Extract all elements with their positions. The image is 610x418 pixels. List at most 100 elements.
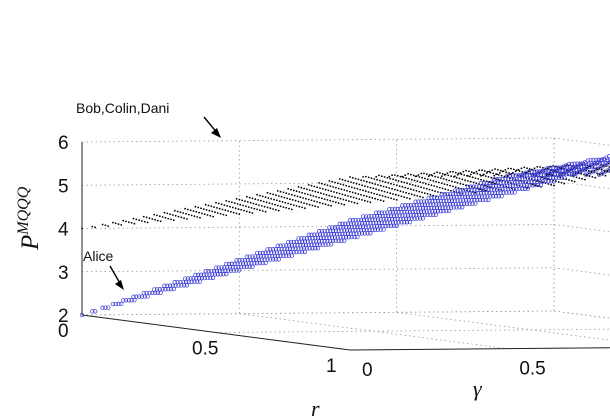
data-point-bob-colin-dani bbox=[361, 199, 363, 201]
data-point-alice bbox=[167, 283, 173, 288]
data-point-bob-colin-dani bbox=[517, 168, 520, 171]
data-point-bob-colin-dani bbox=[424, 182, 427, 185]
x-tick-label: 1 bbox=[326, 356, 337, 377]
data-point-bob-colin-dani bbox=[212, 215, 215, 218]
data-point-alice bbox=[382, 210, 387, 215]
data-point-bob-colin-dani bbox=[578, 177, 581, 180]
data-point-alice bbox=[492, 177, 497, 182]
data-point-bob-colin-dani bbox=[324, 188, 327, 191]
data-point-bob-colin-dani bbox=[376, 178, 378, 181]
data-point-bob-colin-dani bbox=[243, 209, 245, 212]
data-point-alice bbox=[219, 265, 224, 270]
data-point-alice bbox=[288, 239, 294, 245]
data-point-alice bbox=[250, 254, 255, 259]
data-point-bob-colin-dani bbox=[350, 186, 353, 189]
data-point-bob-colin-dani bbox=[294, 199, 297, 202]
data-point-bob-colin-dani bbox=[359, 188, 362, 191]
data-point-bob-colin-dani bbox=[584, 178, 586, 181]
data-point-bob-colin-dani bbox=[382, 185, 385, 188]
data-point-bob-colin-dani bbox=[472, 181, 475, 184]
data-point-bob-colin-dani bbox=[433, 172, 436, 175]
data-point-alice bbox=[335, 225, 340, 230]
data-point-alice bbox=[395, 206, 400, 212]
data-point-alice bbox=[526, 169, 532, 174]
data-point-bob-colin-dani bbox=[447, 174, 450, 177]
data-point-bob-colin-dani bbox=[447, 189, 450, 191]
data-point-bob-colin-dani bbox=[319, 187, 321, 190]
data-point-bob-colin-dani bbox=[441, 172, 444, 175]
data-point-bob-colin-dani bbox=[276, 190, 279, 192]
data-point-bob-colin-dani bbox=[227, 210, 230, 212]
data-point-bob-colin-dani bbox=[349, 190, 351, 193]
data-point-alice bbox=[129, 298, 134, 303]
data-point-alice bbox=[392, 206, 398, 212]
data-point-bob-colin-dani bbox=[81, 227, 83, 230]
data-point-bob-colin-dani bbox=[353, 187, 356, 190]
data-point-bob-colin-dani bbox=[560, 181, 563, 184]
data-point-bob-colin-dani bbox=[385, 186, 388, 189]
data-point-alice bbox=[110, 301, 116, 307]
data-point-bob-colin-dani bbox=[276, 204, 279, 207]
data-point-bob-colin-dani bbox=[329, 185, 332, 188]
data-point-bob-colin-dani bbox=[409, 188, 412, 191]
data-point-bob-colin-dani bbox=[399, 190, 402, 193]
data-point-bob-colin-dani bbox=[355, 182, 358, 185]
data-point-bob-colin-dani bbox=[367, 191, 370, 193]
z-tick-label: 3 bbox=[58, 263, 69, 284]
data-point-bob-colin-dani bbox=[467, 180, 469, 182]
data-point-alice bbox=[408, 203, 414, 208]
data-point-bob-colin-dani bbox=[376, 193, 378, 196]
data-point-bob-colin-dani bbox=[390, 182, 392, 185]
data-point-bob-colin-dani bbox=[414, 175, 417, 178]
data-point-bob-colin-dani bbox=[306, 193, 309, 196]
data-point-bob-colin-dani bbox=[401, 175, 404, 178]
data-point-bob-colin-dani bbox=[263, 205, 266, 208]
data-point-alice bbox=[281, 243, 286, 248]
data-point-bob-colin-dani bbox=[209, 214, 212, 217]
data-point-bob-colin-dani bbox=[259, 209, 261, 212]
data-point-bob-colin-dani bbox=[329, 199, 332, 202]
data-point-alice bbox=[481, 180, 487, 186]
data-point-bob-colin-dani bbox=[179, 211, 182, 214]
data-point-bob-colin-dani bbox=[322, 193, 325, 195]
data-point-bob-colin-dani bbox=[185, 212, 187, 215]
data-point-alice bbox=[398, 206, 403, 211]
data-point-alice bbox=[165, 283, 170, 288]
data-point-bob-colin-dani bbox=[316, 201, 318, 203]
data-point-bob-colin-dani bbox=[426, 178, 429, 181]
data-point-alice bbox=[152, 287, 157, 292]
data-point-bob-colin-dani bbox=[493, 177, 495, 180]
data-point-bob-colin-dani bbox=[271, 203, 274, 205]
data-point-bob-colin-dani bbox=[310, 199, 313, 202]
data-point-bob-colin-dani bbox=[343, 189, 346, 191]
data-point-alice bbox=[154, 287, 160, 292]
data-point-bob-colin-dani bbox=[383, 176, 386, 178]
data-point-bob-colin-dani bbox=[418, 176, 421, 178]
data-point-bob-colin-dani bbox=[496, 173, 498, 176]
data-point-bob-colin-dani bbox=[142, 215, 145, 218]
data-point-alice bbox=[198, 272, 204, 277]
data-point-bob-colin-dani bbox=[546, 167, 549, 170]
data-point-bob-colin-dani bbox=[601, 165, 604, 168]
data-point-bob-colin-dani bbox=[285, 206, 288, 209]
data-point-bob-colin-dani bbox=[245, 205, 247, 208]
data-point-bob-colin-dani bbox=[394, 174, 396, 176]
data-point-bob-colin-dani bbox=[528, 170, 530, 173]
data-point-bob-colin-dani bbox=[269, 207, 272, 210]
data-point-bob-colin-dani bbox=[204, 203, 207, 206]
data-point-bob-colin-dani bbox=[458, 177, 461, 180]
data-point-bob-colin-dani bbox=[199, 216, 201, 219]
data-point-bob-colin-dani bbox=[365, 180, 368, 183]
data-point-alice bbox=[505, 173, 510, 178]
data-point-bob-colin-dani bbox=[598, 174, 600, 176]
z-axis-label: PMQQQ bbox=[15, 186, 44, 251]
data-point-bob-colin-dani bbox=[143, 220, 146, 223]
data-point-bob-colin-dani bbox=[394, 193, 397, 196]
data-point-bob-colin-dani bbox=[247, 206, 250, 209]
data-point-alice bbox=[322, 228, 327, 234]
data-point-bob-colin-dani bbox=[374, 183, 377, 186]
data-point-alice bbox=[445, 191, 450, 197]
data-point-bob-colin-dani bbox=[332, 186, 334, 188]
data-point-bob-colin-dani bbox=[360, 193, 362, 196]
data-point-bob-colin-dani bbox=[318, 182, 320, 184]
